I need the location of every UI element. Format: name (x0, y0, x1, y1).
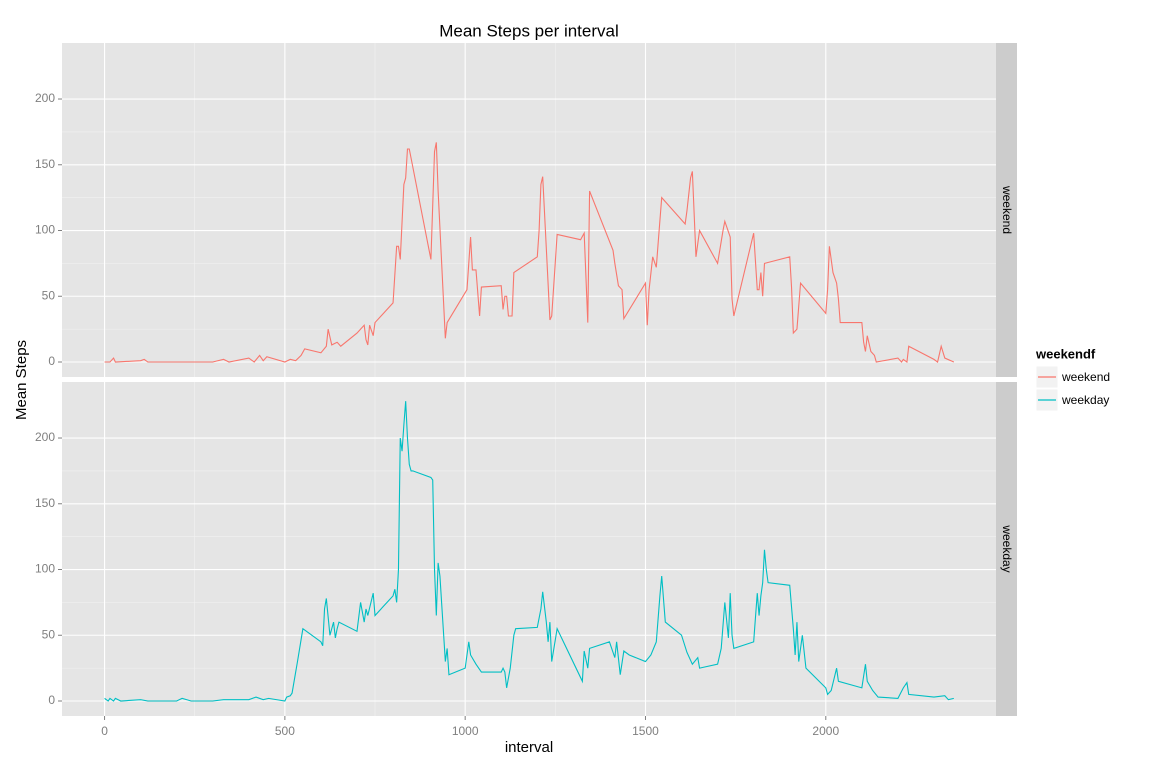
data-line (104, 401, 954, 702)
x-tick-label: 2000 (812, 724, 839, 738)
facet-strip (996, 382, 1017, 716)
y-tick-label: 200 (35, 91, 55, 105)
x-axis-label: interval (505, 739, 553, 756)
y-tick-label: 150 (35, 496, 55, 510)
x-tick-label: 1000 (452, 724, 479, 738)
facet-strip (996, 43, 1017, 377)
y-tick-label: 150 (35, 157, 55, 171)
panel-background (62, 382, 996, 716)
chart-title: Mean Steps per interval (439, 21, 619, 40)
y-tick-label: 100 (35, 562, 55, 576)
y-axis-label: Mean Steps (13, 340, 30, 420)
y-tick-label: 0 (48, 693, 55, 707)
facet-strip-label: weekend (1000, 185, 1014, 234)
facet-strip-label: weekday (1000, 524, 1014, 572)
x-tick-label: 1500 (632, 724, 659, 738)
y-tick-label: 50 (42, 627, 56, 641)
y-tick-label: 200 (35, 430, 55, 444)
panel-background (62, 43, 996, 377)
legend-label: weekday (1061, 393, 1109, 407)
legend-title: weekendf (1035, 346, 1096, 361)
y-tick-label: 50 (42, 288, 56, 302)
data-line (104, 142, 955, 364)
x-tick-label: 500 (275, 724, 295, 738)
y-tick-label: 100 (35, 223, 55, 237)
legend-label: weekend (1061, 370, 1110, 384)
x-tick-label: 0 (101, 724, 108, 738)
y-tick-label: 0 (48, 354, 55, 368)
